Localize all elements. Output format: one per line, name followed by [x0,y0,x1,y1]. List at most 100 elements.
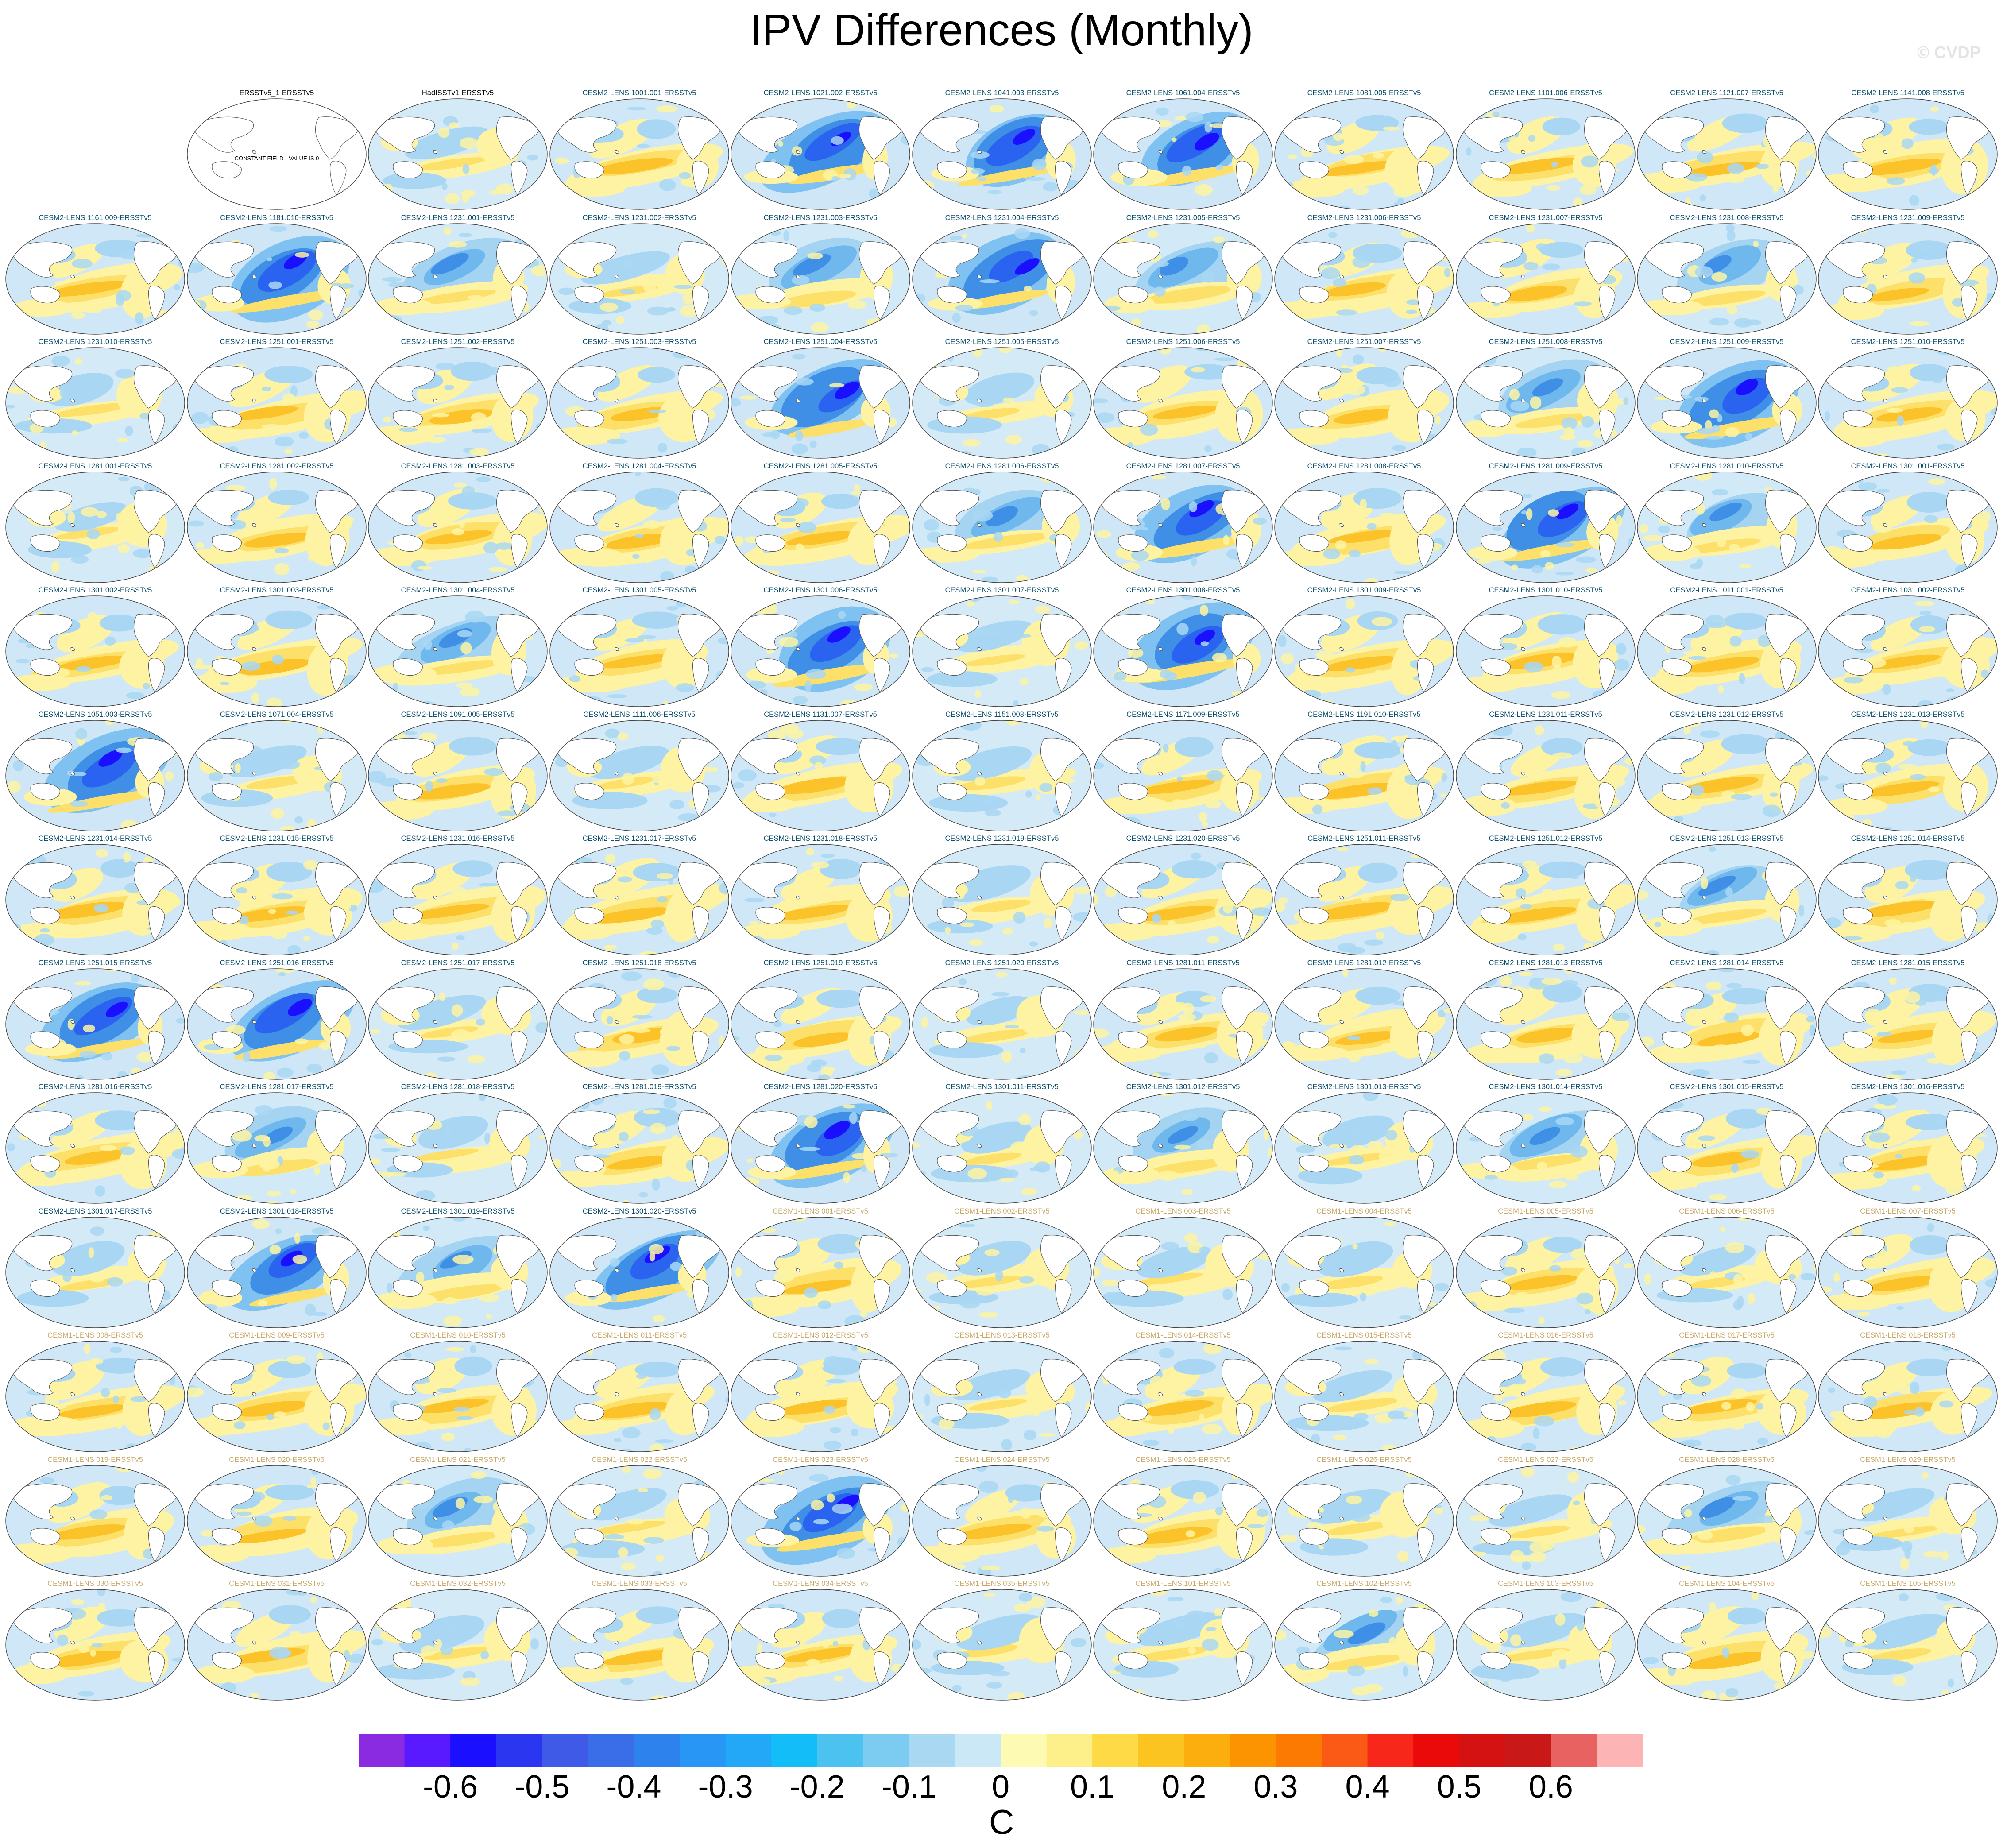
panel-title: CESM2-LENS 1251.017-ERSSTv5 [401,959,515,967]
sst-difference-map [1456,223,1636,335]
sst-difference-map [1456,1092,1636,1204]
map-panel: CESM2-LENS 1251.001-ERSSTv5 [186,337,367,460]
sst-difference-map [912,223,1092,335]
panel-title: CESM2-LENS 1231.007-ERSSTv5 [1489,214,1603,222]
colorbar-swatch [1367,1734,1414,1767]
panel-title: CESM2-LENS 1281.007-ERSSTv5 [1126,462,1240,470]
sst-difference-map [5,1217,185,1328]
panel-title: CESM2-LENS 1301.009-ERSSTv5 [1307,586,1421,594]
colorbar-swatch [359,1734,405,1767]
map-panel: CESM2-LENS 1121.007-ERSSTv5 [1636,89,1817,211]
panel-title: CESM2-LENS 1281.020-ERSSTv5 [763,1083,878,1091]
sst-difference-map [1456,968,1636,1080]
panel-title: CESM1-LENS 105-ERSSTv5 [1860,1580,1956,1588]
sst-difference-map [1274,1341,1454,1452]
map-panel: CESM2-LENS 1251.011-ERSSTv5 [1273,834,1455,956]
panel-title: CESM1-LENS 029-ERSSTv5 [1860,1456,1956,1464]
panel-title: CESM2-LENS 1181.010-ERSSTv5 [220,214,333,222]
panel-title: CESM2-LENS 1251.003-ERSSTv5 [582,338,696,346]
panel-title: ERSSTv5_1-ERSSTv5 [239,89,314,97]
map-panel: CESM1-LENS 021-ERSSTv5 [367,1455,549,1577]
sst-difference-map [1818,347,1998,459]
panel-title: CESM2-LENS 1251.008-ERSSTv5 [1489,338,1603,346]
map-panel: CESM1-LENS 028-ERSSTv5 [1636,1455,1817,1577]
map-panel: CESM1-LENS 024-ERSSTv5 [911,1455,1093,1577]
map-panel: CESM2-LENS 1091.005-ERSSTv5 [367,710,549,832]
panel-title: CESM2-LENS 1231.006-ERSSTv5 [1307,214,1421,222]
map-panel: CESM1-LENS 008-ERSSTv5 [4,1331,186,1453]
sst-difference-map [187,1589,367,1701]
sst-difference-map [1274,968,1454,1080]
colorbar-swatch [634,1734,680,1767]
sst-difference-map [912,1217,1092,1328]
sst-difference-map [5,1092,185,1204]
panel-title: CESM2-LENS 1251.014-ERSSTv5 [1851,835,1965,843]
map-panel: CESM2-LENS 1281.017-ERSSTv5 [186,1083,367,1205]
panel-title: CESM1-LENS 017-ERSSTv5 [1679,1331,1775,1339]
panel-title: CESM2-LENS 1161.009-ERSSTv5 [39,214,152,222]
sst-difference-map [731,98,910,210]
map-panel: CESM2-LENS 1301.011-ERSSTv5 [911,1083,1093,1205]
sst-difference-map [187,1465,367,1577]
colorbar-swatch [1413,1734,1460,1767]
sst-difference-map [187,1092,367,1204]
map-panel: CESM2-LENS 1141.008-ERSSTv5 [1817,89,1999,211]
sst-difference-map [1818,844,1998,955]
sst-difference-map [1093,347,1273,459]
map-panel: CESM2-LENS 1281.003-ERSSTv5 [367,462,549,584]
map-panel: CESM1-LENS 020-ERSSTv5 [186,1455,367,1577]
sst-difference-map [1637,720,1817,831]
sst-difference-map [1274,720,1454,831]
map-panel: CESM1-LENS 031-ERSSTv5 [186,1579,367,1701]
sst-difference-map [549,720,729,831]
panel-title: CESM1-LENS 035-ERSSTv5 [954,1580,1050,1588]
colorbar-swatch [909,1734,955,1767]
panel-title: CESM2-LENS 1131.007-ERSSTv5 [764,711,877,719]
colorbar-tick: 0.5 [1437,1769,1481,1805]
map-panel: CESM2-LENS 1301.016-ERSSTv5 [1817,1083,1999,1205]
panel-title: CESM1-LENS 008-ERSSTv5 [47,1331,143,1339]
sst-difference-map [5,1341,185,1452]
map-panel: CESM1-LENS 030-ERSSTv5 [4,1579,186,1701]
colorbar-swatch [1276,1734,1322,1767]
map-panel: CESM2-LENS 1301.010-ERSSTv5 [1455,586,1636,708]
sst-difference-map [912,1465,1092,1577]
map-panel: CESM2-LENS 1231.012-ERSSTv5 [1636,710,1817,832]
sst-difference-map [549,1589,729,1701]
sst-difference-map [1093,1465,1273,1577]
sst-difference-map [549,1092,729,1204]
map-panel: CESM2-LENS 1281.011-ERSSTv5 [1092,959,1274,1081]
map-panel: CESM2-LENS 1301.001-ERSSTv5 [1817,462,1999,584]
panel-title: CESM2-LENS 1301.013-ERSSTv5 [1307,1083,1421,1091]
map-panel: CESM2-LENS 1301.013-ERSSTv5 [1273,1083,1455,1205]
sst-difference-map [1637,98,1817,210]
sst-difference-map [1818,1092,1998,1204]
sst-difference-map [1093,720,1273,831]
map-panel: CESM2-LENS 1251.004-ERSSTv5 [730,337,911,460]
colorbar-swatch [1001,1734,1047,1767]
map-panel: CESM2-LENS 1281.007-ERSSTv5 [1092,462,1274,584]
colorbar-swatch [1138,1734,1184,1767]
map-panel: CESM2-LENS 1251.002-ERSSTv5 [367,337,549,460]
map-panel: CESM2-LENS 1281.010-ERSSTv5 [1636,462,1817,584]
sst-difference-map [731,595,910,707]
map-panel: CESM2-LENS 1281.014-ERSSTv5 [1636,959,1817,1081]
panel-title: CESM1-LENS 021-ERSSTv5 [410,1456,506,1464]
panel-title: CESM2-LENS 1001.001-ERSSTv5 [582,89,696,97]
colorbar-tick-labels: -0.6 -0.5 -0.4 -0.3 -0.2 -0.1 0 0.1 0.2 0.3 0.4 0.5… [0,1769,2003,1809]
map-panel: CESM2-LENS 1281.004-ERSSTv5 [549,462,730,584]
map-panel: CESM2-LENS 1281.020-ERSSTv5 [730,1083,911,1205]
panel-title: CESM1-LENS 005-ERSSTv5 [1498,1207,1593,1215]
panel-title: CESM2-LENS 1281.014-ERSSTv5 [1670,959,1784,967]
sst-difference-map [549,347,729,459]
panel-title: CESM2-LENS 1231.012-ERSSTv5 [1670,711,1784,719]
sst-difference-map [187,223,367,335]
sst-difference-map [1637,595,1817,707]
map-panel: CESM2-LENS 1281.018-ERSSTv5 [367,1083,549,1205]
panel-title: CESM2-LENS 1231.019-ERSSTv5 [945,835,1059,843]
panel-title: CESM1-LENS 001-ERSSTv5 [773,1207,868,1215]
map-panel: CESM1-LENS 018-ERSSTv5 [1817,1331,1999,1453]
map-panel: CESM2-LENS 1251.019-ERSSTv5 [730,959,911,1081]
panel-title: CESM2-LENS 1301.014-ERSSTv5 [1489,1083,1603,1091]
panel-title: CESM2-LENS 1081.005-ERSSTv5 [1307,89,1421,97]
